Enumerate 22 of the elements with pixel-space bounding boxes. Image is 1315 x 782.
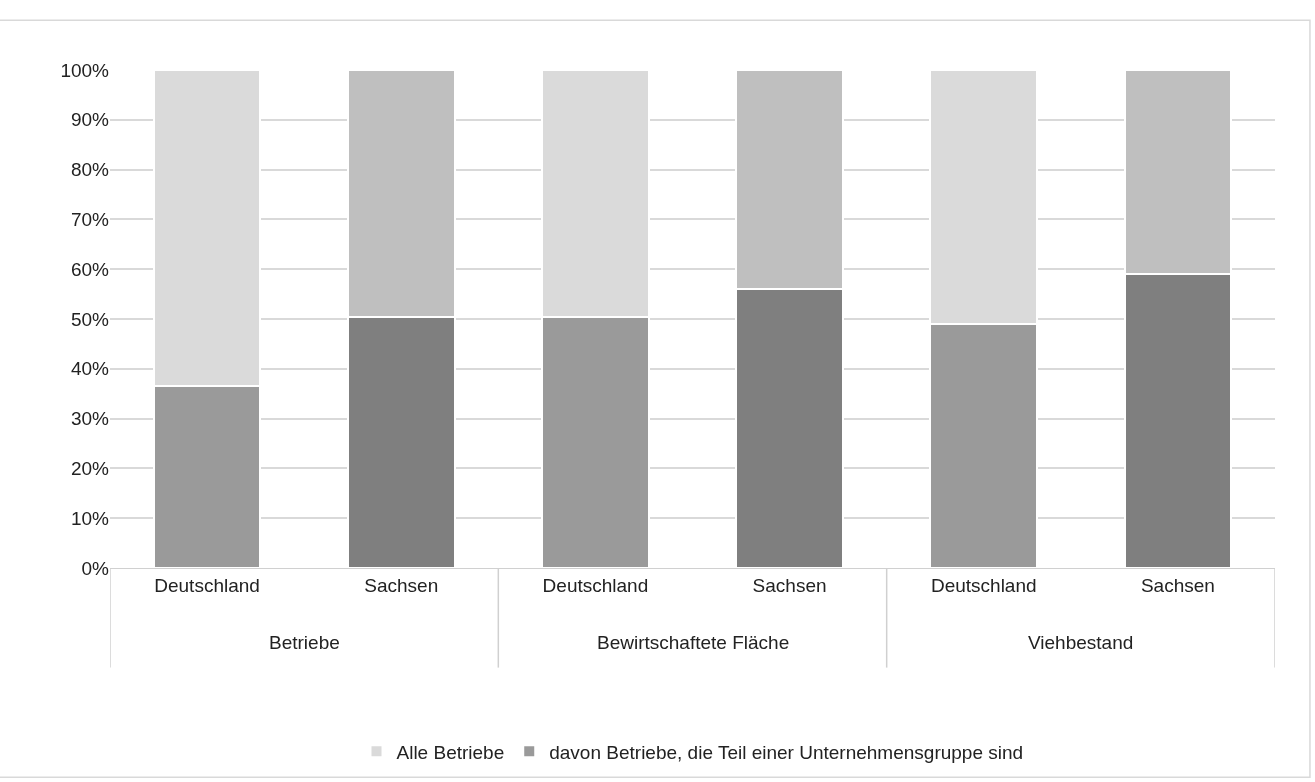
x-tick-label: Sachsen (752, 574, 827, 596)
y-tick-label: 20% (70, 458, 110, 480)
y-tick-label: 100% (60, 59, 110, 81)
x-tick-label: Deutschland (930, 574, 1037, 596)
x-tick-label: Sachsen (364, 574, 439, 596)
y-tick-label: 40% (70, 358, 110, 380)
y-tick-label: 10% (70, 507, 110, 529)
text: Bewirtschaftete Fläche (597, 632, 790, 653)
x-tick-label: Sachsen (1140, 574, 1215, 596)
y-tick-label: 90% (70, 109, 110, 131)
x-tick-label: Deutschland (154, 574, 260, 596)
y-tick-label: 50% (70, 308, 110, 330)
legend-label: Alle Betriebe (396, 741, 505, 763)
y-tick-label: 0% (81, 557, 110, 579)
x-tick-label: Deutschland (542, 574, 649, 596)
y-tick-label: 80% (70, 159, 110, 181)
text: Viehbestand (1028, 632, 1134, 653)
legend-label: davon Betriebe, die Teil einer Unternehmensgruppe sind (549, 741, 1024, 763)
y-tick-label: 30% (70, 408, 110, 430)
y-tick-label: 70% (70, 209, 110, 231)
text: Betriebe (269, 632, 340, 653)
y-tick-label: 60% (70, 258, 110, 280)
